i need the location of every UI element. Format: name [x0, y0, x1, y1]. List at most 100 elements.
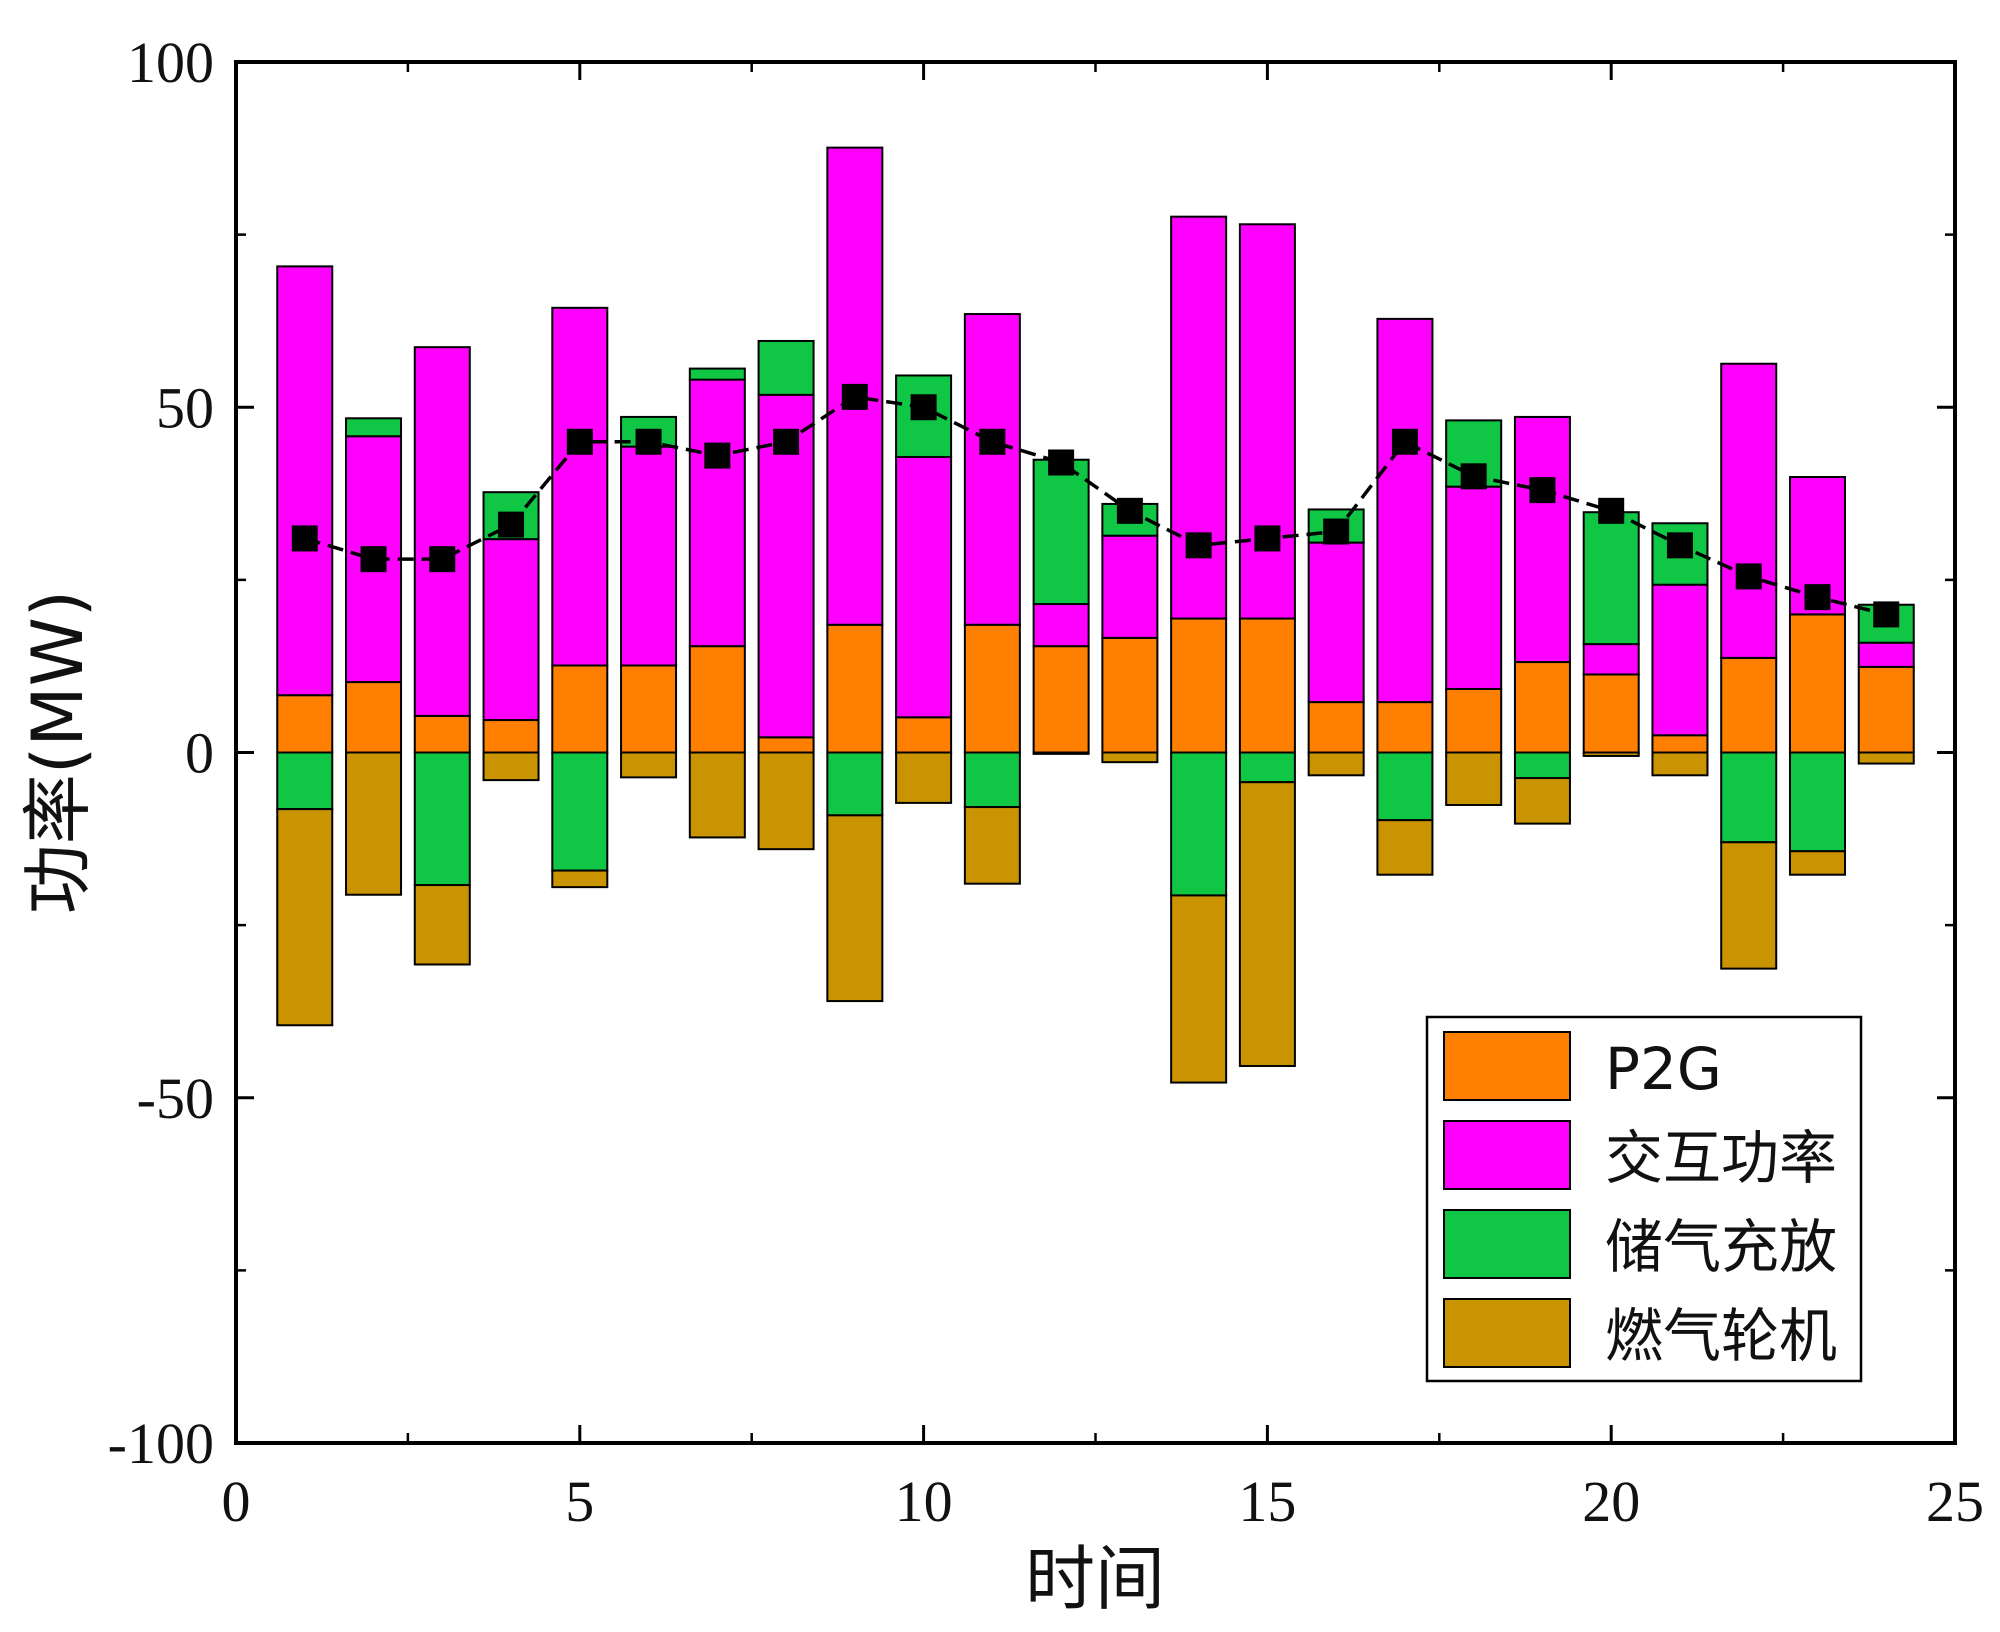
- line-marker-t18: [1460, 463, 1487, 490]
- bar-gas-storage-t9: [826, 751, 884, 817]
- bar-p2g-t5: [551, 664, 609, 754]
- bar-p2g-t20: [1582, 673, 1640, 754]
- line-marker-t20: [1598, 497, 1625, 524]
- bar-interaction-power-t22: [1720, 362, 1778, 659]
- legend-swatch-gas-storage: [1443, 1209, 1571, 1279]
- line-marker-t7: [704, 442, 731, 469]
- line-series-group: [291, 383, 1900, 628]
- bar-gas-storage-t15: [1238, 751, 1296, 784]
- bar-gas-turbine-t3: [413, 884, 471, 966]
- bar-p2g-t16: [1307, 701, 1365, 754]
- legend-swatch-gas-turbine: [1443, 1298, 1571, 1368]
- x-tick-label: 10: [895, 1469, 953, 1534]
- line-marker-t15: [1254, 525, 1281, 552]
- bar-interaction-power-t7: [688, 378, 746, 648]
- line-marker-t13: [1116, 497, 1143, 524]
- bar-gas-turbine-t9: [826, 814, 884, 1003]
- line-marker-t9: [841, 383, 868, 410]
- line-marker-t22: [1735, 563, 1762, 590]
- x-tick-label: 25: [1926, 1469, 1984, 1534]
- bar-interaction-power-t1: [276, 265, 334, 697]
- line-marker-t14: [1185, 532, 1212, 559]
- x-tick-label: 20: [1582, 1469, 1640, 1534]
- bar-gas-storage-t11: [963, 751, 1021, 809]
- line-marker-t6: [635, 428, 662, 455]
- bar-p2g-t6: [620, 664, 678, 754]
- legend-swatch-interaction-power: [1443, 1120, 1571, 1190]
- bar-gas-turbine-t10: [895, 751, 953, 804]
- bar-p2g-t14: [1170, 617, 1228, 754]
- bar-gas-turbine-t2: [345, 751, 403, 896]
- bar-interaction-power-t12: [1032, 603, 1090, 648]
- line-marker-t17: [1391, 428, 1418, 455]
- bar-interaction-power-t11: [963, 313, 1021, 626]
- line-marker-t24: [1873, 601, 1900, 628]
- line-marker-t21: [1666, 532, 1693, 559]
- bar-p2g-t3: [413, 714, 471, 754]
- bar-gas-turbine-t21: [1651, 751, 1709, 777]
- bar-gas-turbine-t20: [1582, 751, 1640, 757]
- bar-p2g-t10: [895, 716, 953, 754]
- bar-interaction-power-t18: [1445, 485, 1503, 690]
- y-tick-label: -100: [108, 1411, 214, 1476]
- bar-gas-turbine-t23: [1788, 850, 1846, 876]
- bar-gas-turbine-t15: [1238, 781, 1296, 1067]
- bar-gas-storage-t19: [1513, 751, 1571, 780]
- bar-p2g-t11: [963, 623, 1021, 754]
- bar-p2g-t13: [1101, 636, 1159, 754]
- bar-gas-storage-t12: [1032, 458, 1090, 606]
- bar-p2g-t22: [1720, 656, 1778, 754]
- y-tick-label: -50: [137, 1066, 214, 1131]
- line-marker-t1: [291, 525, 318, 552]
- x-tick-label: 15: [1238, 1469, 1296, 1534]
- bar-gas-storage-t5: [551, 751, 609, 872]
- bar-p2g-t9: [826, 623, 884, 754]
- bar-gas-turbine-t1: [276, 808, 334, 1027]
- bar-gas-turbine-t18: [1445, 751, 1503, 806]
- legend-label-gas-turbine: 燃气轮机: [1605, 1302, 1837, 1370]
- y-tick-label: 100: [127, 30, 214, 95]
- bar-gas-storage-t22: [1720, 751, 1778, 844]
- line-marker-t16: [1323, 518, 1350, 545]
- bar-interaction-power-t5: [551, 306, 609, 667]
- y-tick-label: 50: [156, 375, 214, 440]
- bar-gas-storage-t7: [688, 367, 746, 381]
- bar-interaction-power-t24: [1857, 641, 1915, 668]
- legend: P2G 交互功率 储气充放 燃气轮机: [1425, 1015, 1863, 1383]
- bar-interaction-power-t17: [1376, 317, 1434, 704]
- bar-gas-turbine-t16: [1307, 751, 1365, 777]
- line-marker-t12: [1048, 449, 1075, 476]
- bar-interaction-power-t3: [413, 346, 471, 717]
- bar-p2g-t17: [1376, 701, 1434, 754]
- bar-gas-turbine-t5: [551, 869, 609, 889]
- x-axis-title: 时间: [1025, 1538, 1165, 1620]
- bar-interaction-power-t15: [1238, 223, 1296, 620]
- legend-swatch-p2g: [1443, 1031, 1571, 1101]
- bar-gas-turbine-t13: [1101, 751, 1159, 764]
- bar-gas-turbine-t17: [1376, 819, 1434, 876]
- bar-gas-turbine-t12: [1032, 751, 1090, 755]
- bar-gas-storage-t17: [1376, 751, 1434, 822]
- bar-p2g-t12: [1032, 645, 1090, 754]
- x-tick-label: 5: [565, 1469, 594, 1534]
- line-marker-t10: [910, 394, 937, 421]
- bar-interaction-power-t20: [1582, 643, 1640, 676]
- legend-label-interaction-power: 交互功率: [1605, 1124, 1837, 1192]
- legend-label-p2g: P2G: [1605, 1035, 1722, 1103]
- bar-gas-turbine-t4: [482, 751, 540, 782]
- bar-p2g-t18: [1445, 687, 1503, 754]
- bar-p2g-t15: [1238, 617, 1296, 754]
- bar-gas-turbine-t22: [1720, 841, 1778, 970]
- bar-gas-storage-t14: [1170, 751, 1228, 897]
- line-marker-t8: [773, 428, 800, 455]
- bar-gas-turbine-t6: [620, 751, 678, 779]
- y-axis-title: 功率(MW): [17, 590, 99, 914]
- line-marker-t5: [566, 428, 593, 455]
- bar-gas-storage-t3: [413, 751, 471, 887]
- bar-p2g-t23: [1788, 613, 1846, 754]
- bar-p2g-t24: [1857, 665, 1915, 754]
- bar-gas-turbine-t19: [1513, 777, 1571, 825]
- bar-gas-storage-t8: [757, 339, 815, 396]
- bar-gas-storage-t1: [276, 751, 334, 811]
